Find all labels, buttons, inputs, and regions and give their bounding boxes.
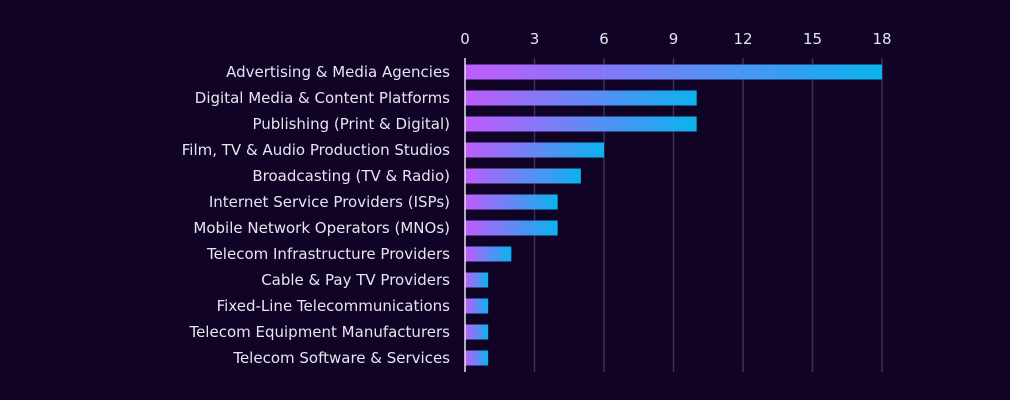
bar [465,194,558,210]
category-labels: Advertising & Media Agencies Digital Medi… [182,63,450,367]
bar [465,142,604,158]
category-label: Telecom Equipment Manufacturers [188,323,450,341]
category-label: Fixed-Line Telecommunications [217,297,451,315]
x-tick-label: 6 [599,30,609,48]
category-label: Film, TV & Audio Production Studios [182,141,450,159]
category-label: Internet Service Providers (ISPs) [209,193,450,211]
x-tick-label: 3 [530,30,540,48]
category-label: Cable & Pay TV Providers [261,271,450,289]
bar [465,90,697,106]
bar [465,116,697,132]
x-tick-label: 9 [669,30,679,48]
x-tick-label: 0 [460,30,470,48]
x-tick-label: 15 [803,30,822,48]
category-label: Telecom Infrastructure Providers [206,245,450,263]
x-tick-label: 18 [872,30,891,48]
category-label: Telecom Software & Services [232,349,450,367]
category-label: Advertising & Media Agencies [226,63,450,81]
category-label: Mobile Network Operators (MNOs) [193,219,450,237]
category-label: Digital Media & Content Platforms [195,89,450,107]
bar [465,220,558,236]
gridlines [533,58,883,372]
bar [465,324,489,340]
bar [465,168,581,184]
x-tick-label: 12 [733,30,752,48]
category-label: Broadcasting (TV & Radio) [252,167,450,185]
bars [465,64,882,366]
bar [465,298,489,314]
x-axis-ticks: 0 3 6 9 12 15 18 [460,30,891,48]
category-label: Publishing (Print & Digital) [252,115,450,133]
bar [465,350,489,366]
bar [465,64,882,80]
bar [465,246,512,262]
bar [465,272,489,288]
